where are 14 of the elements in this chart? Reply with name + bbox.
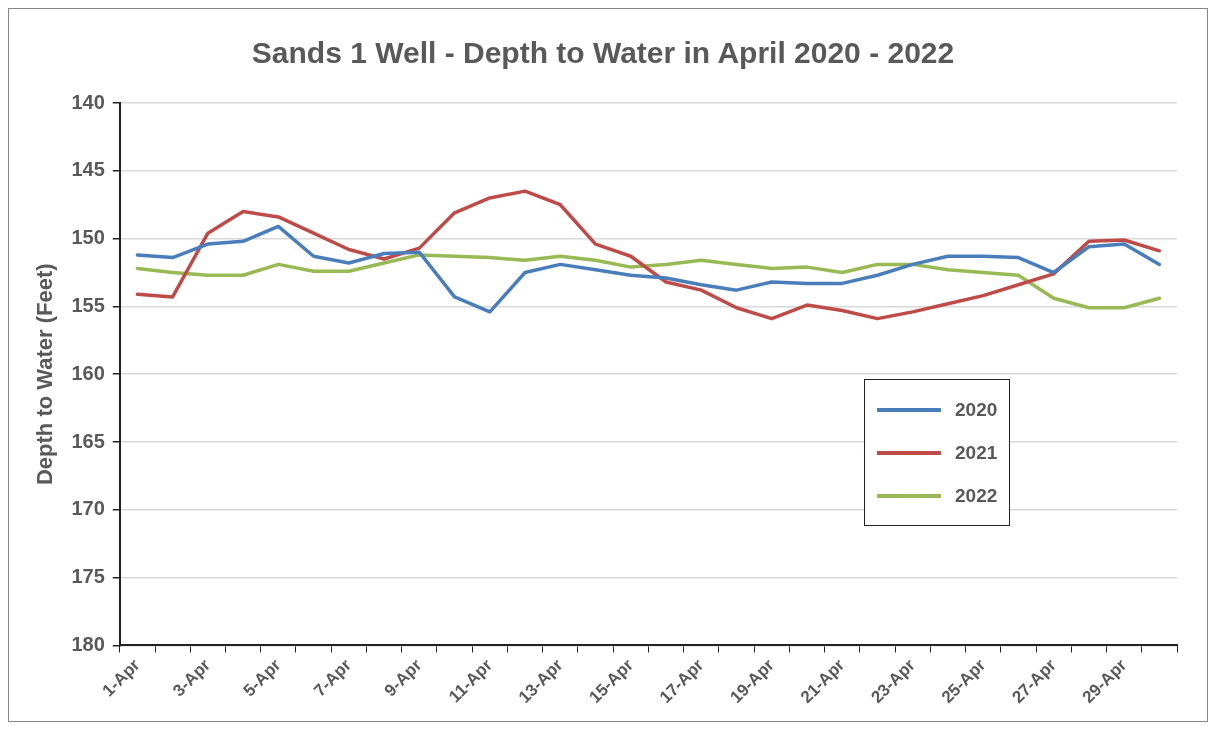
y-tick-label: 165: [71, 429, 105, 452]
y-tick-label: 145: [71, 158, 105, 181]
y-tick-label: 180: [71, 633, 105, 656]
legend-label: 2021: [955, 441, 998, 464]
y-tick-label: 150: [71, 226, 105, 249]
legend-label: 2022: [955, 484, 998, 507]
y-axis-title: Depth to Water (Feet): [32, 263, 58, 486]
y-tick-label: 140: [71, 90, 105, 113]
chart-title: Sands 1 Well - Depth to Water in April 2020 - 2022: [251, 36, 955, 70]
y-tick-label: 155: [71, 293, 105, 316]
legend-label: 2020: [955, 398, 998, 421]
y-tick-label: 160: [71, 361, 105, 384]
y-tick-label: 175: [71, 565, 105, 588]
y-tick-label: 170: [71, 497, 105, 520]
